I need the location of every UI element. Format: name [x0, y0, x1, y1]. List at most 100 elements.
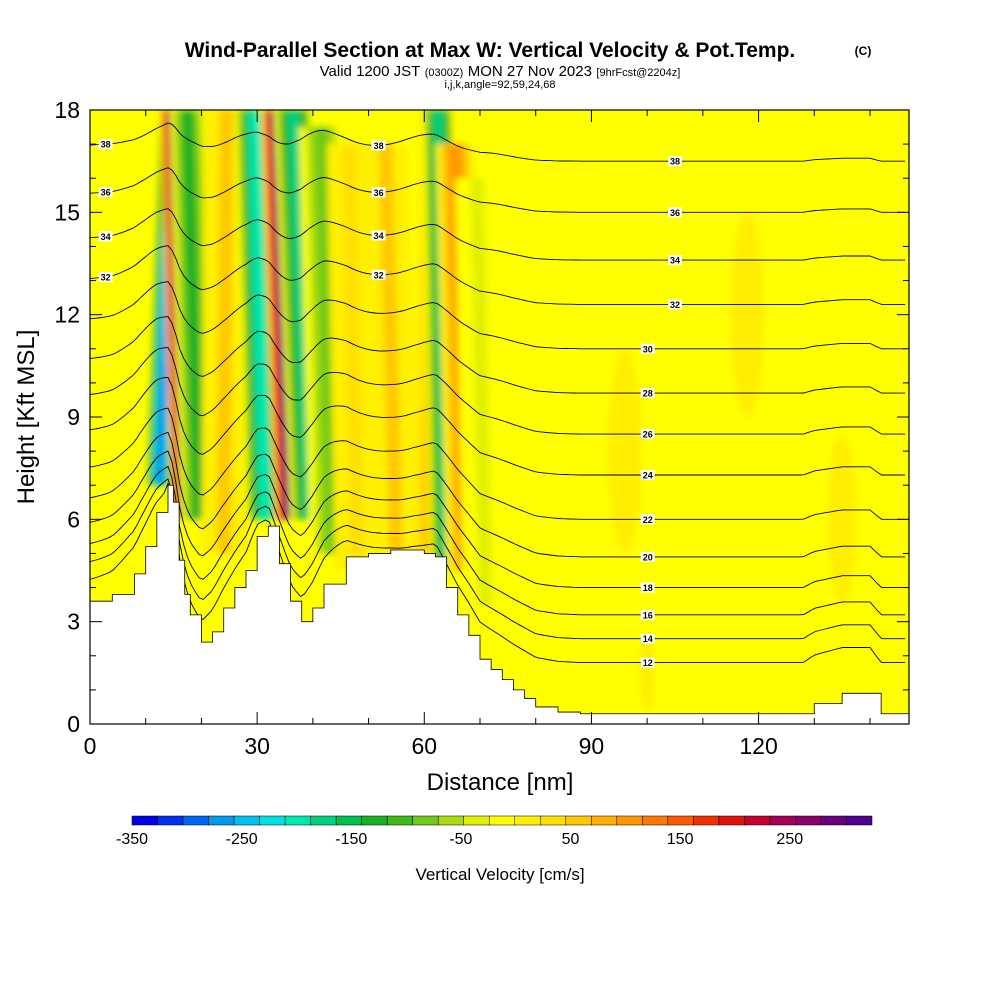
contour-label-box: [640, 582, 655, 593]
colorbar-tick-label: -250: [226, 831, 258, 848]
contour-label-box: [371, 140, 386, 151]
colorbar-tick-label: -350: [116, 831, 148, 848]
contour-label-box: [668, 156, 682, 167]
contour-label-box: [640, 469, 655, 480]
colorbar: -350 -250 -150 -50 50 150 250: [116, 815, 873, 848]
colorbar-tick-label: -150: [335, 831, 367, 848]
theta-contour-label: 28: [643, 389, 653, 399]
colorbar-swatch: [591, 815, 618, 826]
theta-contour-line: [90, 167, 906, 213]
contour-label-box: [640, 388, 655, 399]
colorbar-swatch: [233, 815, 260, 826]
theta-contour-label: 32: [374, 270, 384, 280]
grid-indices: i,j,k,angle=92,59,24,68: [444, 79, 555, 91]
colorbar-swatch: [820, 815, 847, 826]
theta-contour-label: 36: [374, 188, 384, 198]
weak-updraft-patch: [608, 349, 642, 554]
colorbar-swatch: [131, 815, 158, 826]
theta-contour-line: [90, 482, 906, 664]
theta-contour-label: 24: [643, 470, 653, 480]
colorbar-swatch: [437, 815, 464, 826]
terrain-mask: [90, 484, 909, 724]
theta-contour-label: 32: [670, 300, 680, 310]
velocity-band-layer: [248, 110, 272, 520]
x-tick-label: 60: [411, 733, 437, 759]
velocity-band: [201, 110, 249, 554]
theta-contour-line: [90, 407, 906, 520]
theta-contour-label: 36: [101, 188, 111, 198]
contour-label-box: [640, 343, 655, 354]
theta-contour-label: 34: [374, 231, 384, 241]
theta-contour-line: [90, 245, 906, 305]
theta-contour-label: 36: [670, 208, 680, 218]
theta-contour-line: [90, 316, 906, 394]
colorbar-swatch: [667, 815, 694, 826]
colorbar-tick-label: 250: [776, 831, 803, 848]
theta-contour-label: 32: [101, 272, 111, 282]
y-tick-label: 12: [54, 302, 80, 328]
x-tick-label: 120: [739, 733, 777, 759]
contour-label-box: [98, 271, 113, 282]
y-tick-label: 6: [67, 506, 80, 532]
theta-contour-label: 20: [643, 552, 653, 562]
colorbar-swatch: [310, 815, 337, 826]
theta-contour-label: 26: [643, 430, 653, 440]
velocity-band-layer: [181, 110, 205, 520]
weak-updraft-patch: [640, 632, 654, 714]
colorbar-tick-label: 150: [667, 831, 694, 848]
contour-label-box: [640, 429, 655, 440]
theta-contour-line: [90, 465, 906, 616]
colorbar-swatch: [335, 815, 362, 826]
y-axis-label: Height [Kft MSL]: [13, 330, 40, 505]
colorbar-swatch: [744, 815, 771, 826]
contour-label-box: [668, 207, 682, 218]
colorbar-swatch: [208, 815, 235, 826]
copyright-mark: (C): [855, 44, 872, 58]
x-axis: 0 30 60 90 120: [84, 110, 871, 759]
contour-label-box: [371, 269, 386, 280]
colorbar-swatch: [514, 815, 541, 826]
colorbar-tick-label: 50: [562, 831, 580, 848]
theta-contour-label: 34: [670, 256, 680, 266]
colorbar-swatch: [846, 815, 873, 826]
theta-contour-line: [90, 478, 906, 640]
theta-contour-label: 22: [643, 515, 653, 525]
velocity-band-layer: [342, 144, 365, 571]
theta-contour-labels: 12 14 16 18 20 22 24 26 28 30 32 32 32 34 34 34 36 36 36 38…: [98, 139, 682, 668]
theta-contour-line: [90, 208, 906, 261]
colorbar-swatch: [182, 815, 209, 826]
y-tick-label: 3: [67, 609, 80, 635]
colorbar-swatch: [361, 815, 388, 826]
colorbar-label: Vertical Velocity [cm/s]: [415, 865, 584, 884]
contour-label-box: [98, 231, 113, 242]
contour-label-box: [668, 299, 682, 310]
theta-contour-label: 38: [374, 141, 384, 151]
contour-label-box: [98, 187, 113, 198]
colorbar-swatch: [386, 815, 413, 826]
valid-time: Valid 1200 JST: [320, 63, 421, 80]
contour-label-box: [640, 657, 655, 668]
contour-label-box: [98, 139, 113, 150]
theta-contours: [90, 122, 906, 664]
theta-contour-line: [90, 450, 906, 589]
theta-contour-label: 30: [643, 344, 653, 354]
forecast-info: [9hrFcst@2204z]: [596, 67, 680, 79]
colorbar-swatch: [463, 815, 490, 826]
y-tick-label: 18: [54, 97, 80, 123]
x-axis-label: Distance [nm]: [427, 769, 574, 796]
x-tick-label: 90: [579, 733, 605, 759]
colorbar-swatch: [718, 815, 745, 826]
y-tick-label: 0: [67, 711, 80, 737]
plot-area: 12 14 16 18 20 22 24 26 28 30 32 32 32 34 34 34 36 36 36 38…: [90, 110, 909, 724]
colorbar-swatch: [769, 815, 796, 826]
colorbar-swatch: [693, 815, 720, 826]
weak-updraft-patch: [730, 212, 765, 417]
colorbar-swatch: [412, 815, 439, 826]
contour-label-box: [640, 551, 655, 562]
colorbar-swatch: [488, 815, 516, 826]
colorbar-swatch: [616, 815, 643, 826]
theta-contour-line: [90, 122, 906, 162]
contour-label-box: [640, 514, 655, 525]
colorbar-swatch: [284, 815, 311, 826]
